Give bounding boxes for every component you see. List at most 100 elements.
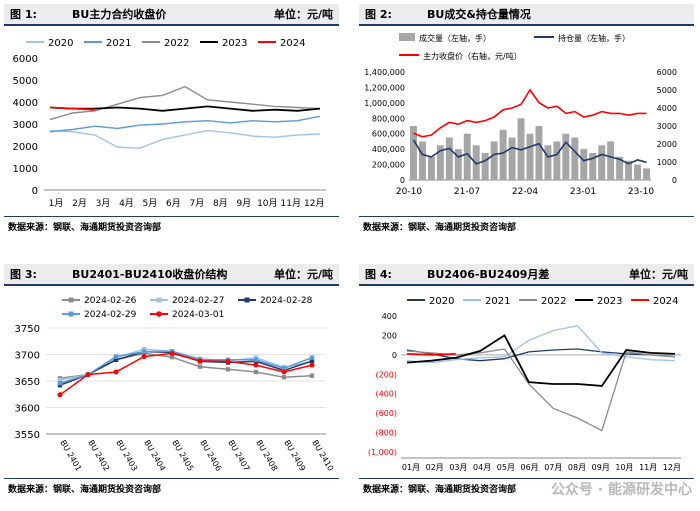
y-left-tick-label-0: 0 [400, 176, 405, 185]
x-tick-label-0: 20-10 [396, 187, 422, 197]
legend-label-1: 2021 [485, 296, 510, 307]
x-tick-label-7: 08月 [568, 463, 586, 472]
x-tick-label-3: 04月 [473, 463, 491, 472]
y-tick-label-1: 1000 [13, 164, 38, 175]
volume-bar-15 [544, 145, 552, 180]
x-tick-label-2: 22-04 [512, 187, 538, 197]
panel-3-divider [4, 478, 339, 479]
panel-4-figure-number: 图 4: [365, 268, 392, 281]
y-left-tick-label-7: 1,400,000 [364, 68, 405, 77]
y-left-tick-label-4: 800,000 [372, 114, 405, 123]
legend-label-volume: 成交量（左轴，手） [419, 33, 491, 43]
legend-label-3: 2023 [597, 296, 622, 307]
volume-bar-11 [508, 137, 516, 180]
volume-bar-18 [571, 137, 579, 180]
panel-1-unit: 单位：元/吨 [273, 8, 333, 21]
x-tick-label-3: BU 2404 [142, 439, 167, 473]
volume-bar-21 [598, 145, 606, 180]
series-4-point-7 [253, 362, 259, 368]
series-4-point-6 [225, 358, 231, 364]
y-tick-label-1: 3600 [15, 404, 40, 415]
legend-label-4: 2024 [653, 296, 678, 307]
panel-2-divider [359, 216, 694, 217]
legend-label-0: 2020 [48, 38, 73, 49]
series-1-point-0 [57, 377, 63, 383]
panel-1-title: BU主力合约收盘价 [72, 8, 167, 21]
volume-bar-9 [490, 141, 498, 180]
legend-label-3: 2023 [222, 38, 247, 49]
x-tick-label-8: 9月 [236, 198, 251, 209]
y-right-tick-label-0: 0 [672, 176, 677, 185]
x-tick-label-11: 12月 [663, 463, 681, 472]
y-tick-label-2: (600) [375, 409, 397, 418]
legend-marker-3 [68, 311, 74, 317]
volume-bar-23 [616, 156, 624, 180]
series-4-point-3 [141, 354, 147, 360]
x-tick-label-3: 23-01 [570, 187, 596, 197]
x-tick-label-0: 1月 [49, 198, 64, 209]
volume-bar-5 [454, 149, 462, 180]
x-tick-label-9: 10月 [615, 463, 633, 472]
panel-1-source: 数据来源：钢联、海通期货投资咨询部 [8, 223, 162, 233]
y-right-tick-label-3: 3000 [657, 122, 677, 131]
series-2-point-9 [309, 358, 315, 364]
series-4-point-9 [309, 362, 315, 368]
legend-label-3: 2024-02-29 [84, 310, 137, 320]
y-right-tick-label-6: 6000 [657, 68, 677, 77]
panel-2-source: 数据来源：钢联、海通期货投资咨询部 [363, 223, 517, 233]
legend-label-2: 2022 [164, 38, 189, 49]
volume-bar-2 [427, 156, 435, 180]
panel-1-header: 图 1: BU主力合约收盘价 单位：元/吨 [4, 4, 339, 26]
series-4-point-5 [197, 358, 203, 364]
series-4-point-0 [57, 392, 63, 398]
x-tick-label-8: BU 2409 [282, 439, 307, 473]
y-right-tick-label-5: 5000 [657, 86, 677, 95]
x-tick-label-10: 11月 [639, 463, 657, 472]
volume-bar-25 [634, 164, 642, 180]
series-line-2022 [49, 85, 321, 121]
x-tick-label-8: 09月 [592, 463, 610, 472]
y-tick-label-6: 200 [382, 331, 397, 340]
legend-label-4: 2024 [280, 38, 305, 49]
panel-4-source: 数据来源：钢联、海通期货投资咨询部 [363, 485, 517, 495]
y-tick-label-0: (1,000) [368, 448, 397, 457]
series-3-point-8 [281, 366, 287, 371]
panel-4-header: 图 4: BU2406-BU2409月差 单位：元/吨 [359, 264, 694, 286]
volume-bar-13 [526, 133, 534, 180]
watermark: 公众号 · 能源研发中心 [550, 482, 692, 498]
volume-bar-0 [410, 126, 417, 180]
volume-bar-3 [436, 145, 444, 180]
legend-label-2: 2022 [541, 296, 566, 307]
panel-2-header: 图 2: BU成交&持仓量情况 [359, 4, 694, 26]
x-tick-label-11: 12月 [304, 198, 324, 209]
close-price-line [413, 88, 647, 138]
y-tick-label-4: (200) [375, 370, 397, 379]
legend-marker-1 [156, 297, 162, 303]
series-4-point-1 [85, 372, 91, 378]
x-tick-label-1: BU 2402 [86, 439, 111, 473]
y-tick-label-3: 3700 [15, 351, 40, 362]
series-1-point-3 [141, 347, 147, 352]
legend-label-0: 2024-02-26 [84, 296, 137, 306]
open-interest-line [412, 139, 647, 165]
volume-bar-17 [562, 133, 570, 180]
y-tick-label-2: 2000 [13, 142, 38, 153]
legend-swatch-volume [399, 33, 415, 41]
x-tick-label-0: BU 2401 [58, 439, 83, 473]
legend-label-4: 2024-03-01 [172, 310, 224, 320]
x-tick-label-6: 07月 [544, 463, 562, 472]
x-tick-label-9: BU 2410 [310, 439, 335, 473]
x-tick-label-5: 06月 [520, 463, 538, 472]
series-line-3 [59, 350, 313, 384]
x-tick-label-6: 7月 [190, 198, 205, 209]
x-tick-label-2: BU 2403 [114, 439, 139, 473]
x-tick-label-4: 5月 [143, 198, 158, 209]
y-tick-label-0: 0 [32, 186, 38, 197]
x-tick-label-1: 2月 [72, 198, 87, 209]
x-tick-label-1: 21-07 [454, 187, 480, 197]
series-0-point-9 [309, 373, 315, 378]
x-tick-label-4: 23-10 [628, 187, 654, 197]
x-tick-label-7: 8月 [213, 198, 228, 209]
series-line-2023 [406, 334, 676, 387]
volume-bar-8 [481, 153, 489, 180]
